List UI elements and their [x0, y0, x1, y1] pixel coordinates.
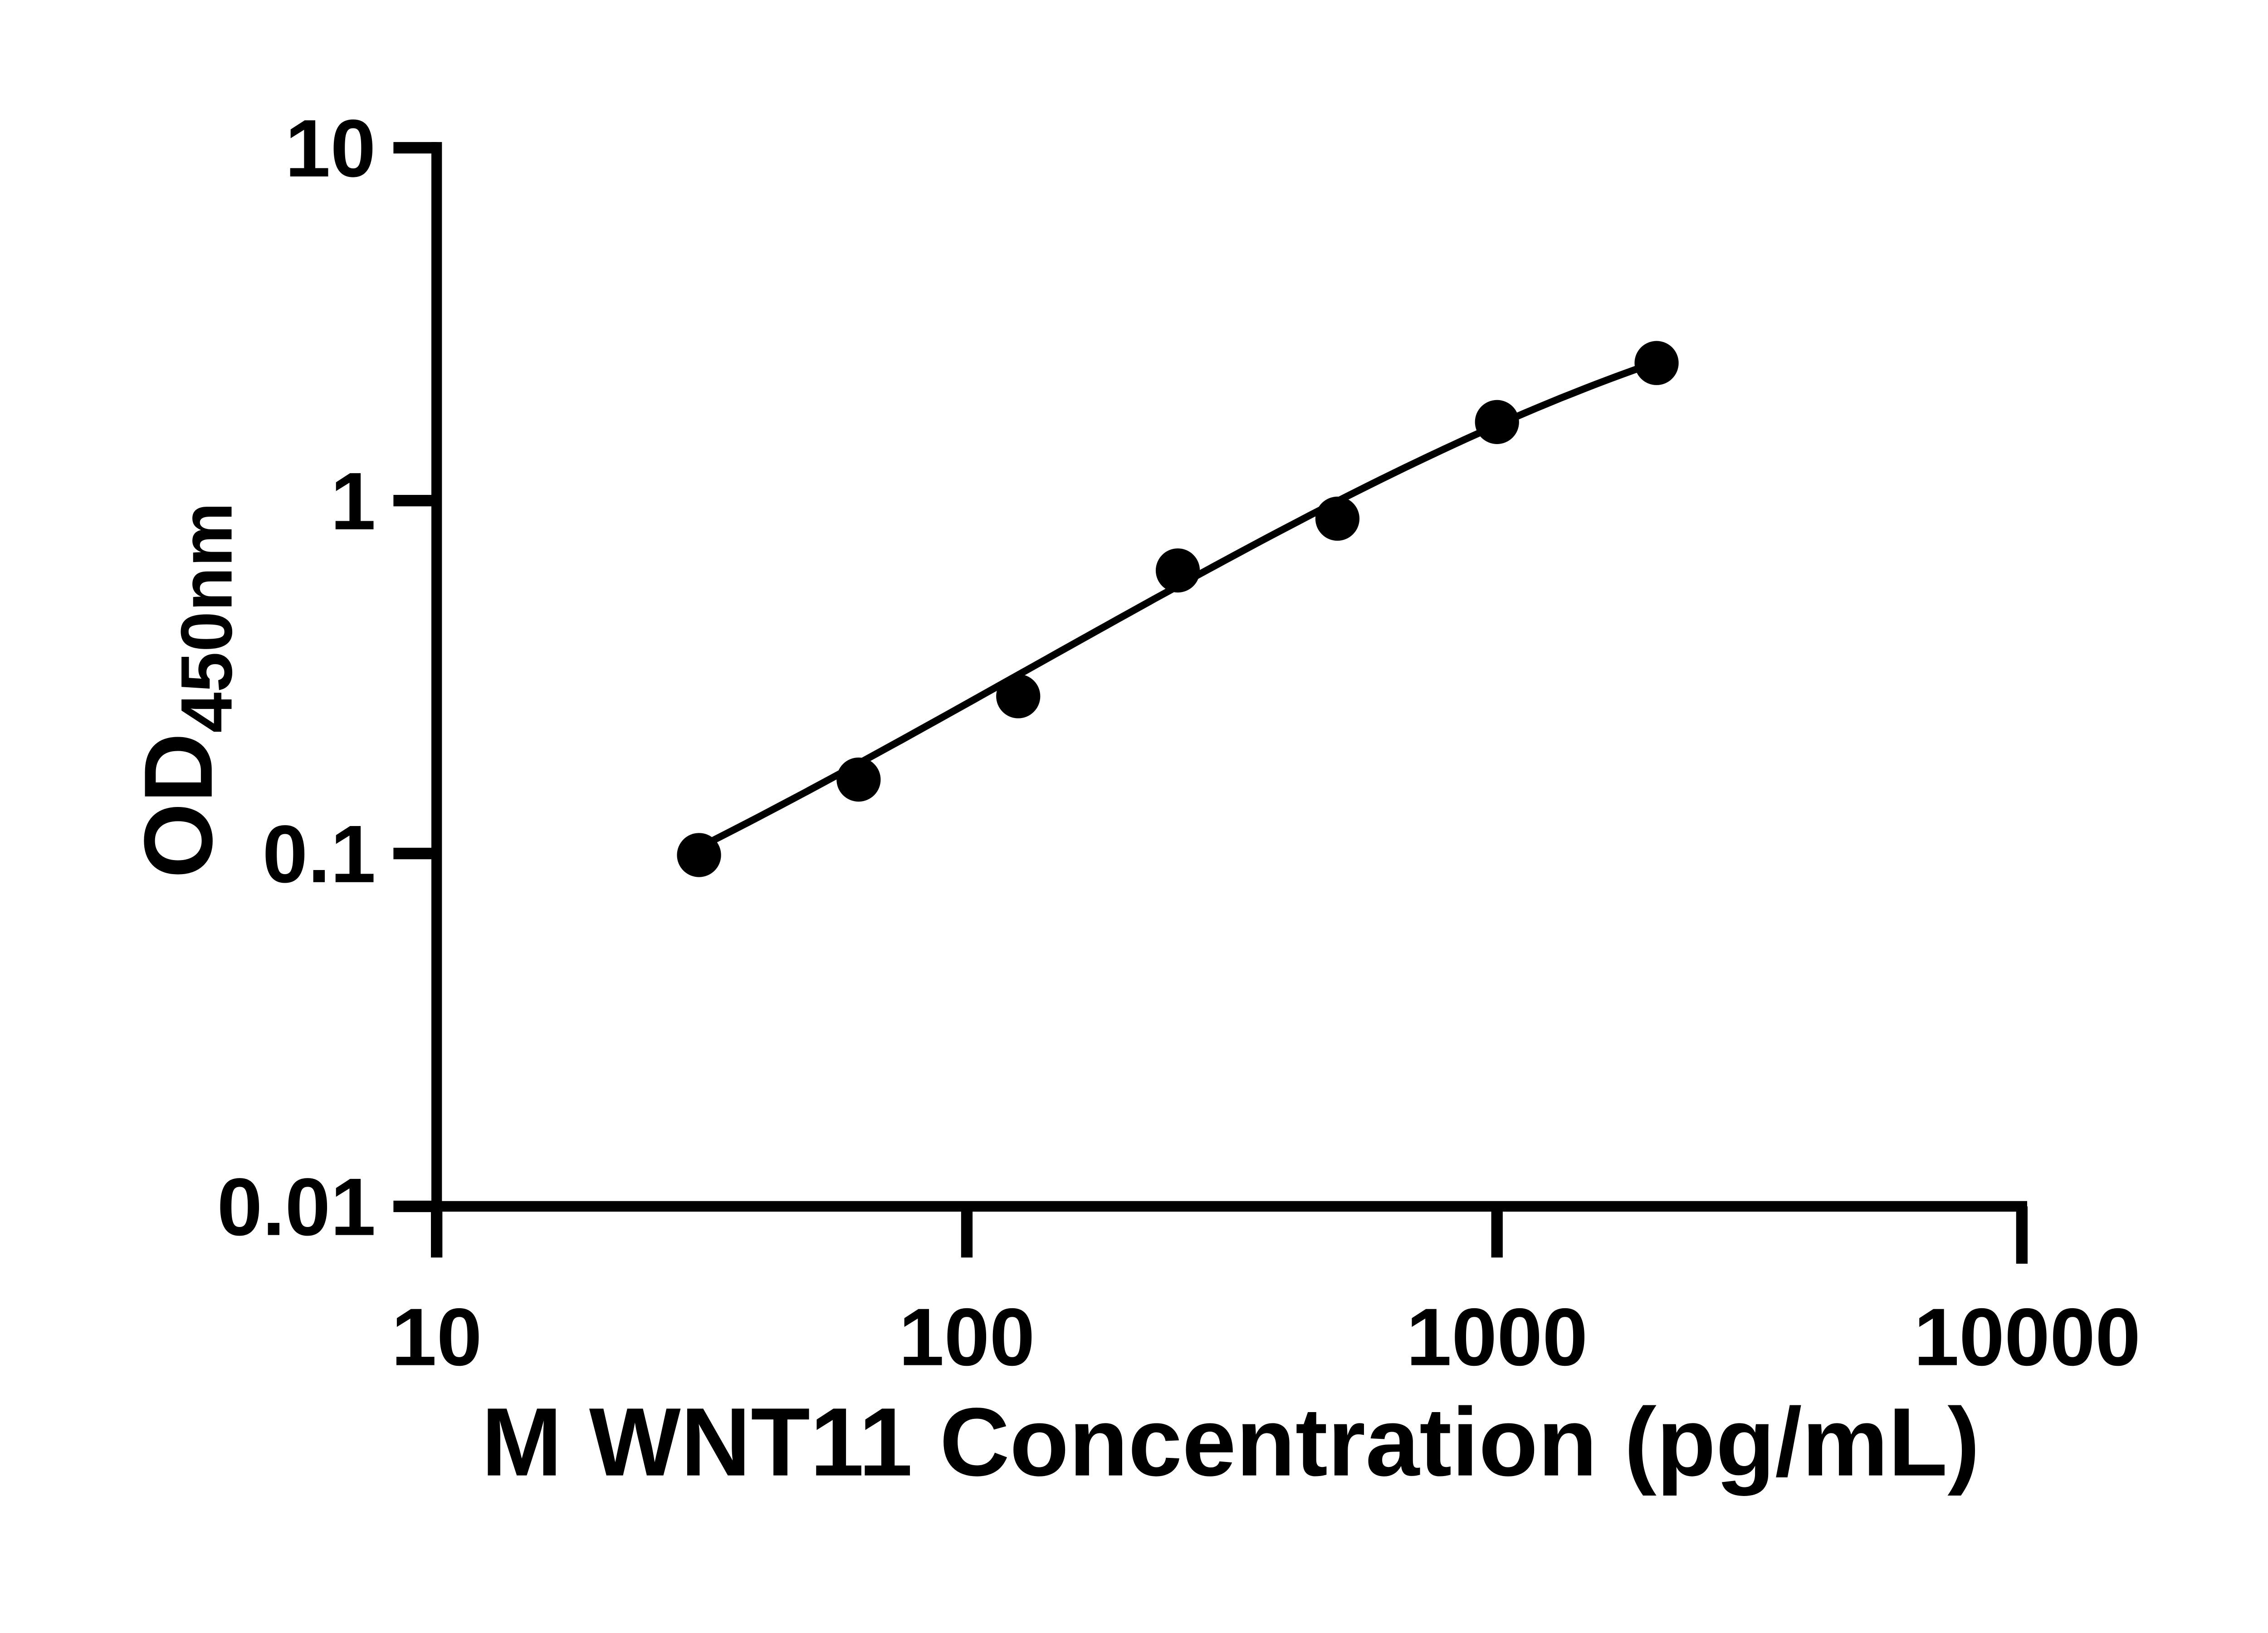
x-tick-label: 100: [899, 1292, 1035, 1383]
y-tick-label: 0.1: [262, 809, 376, 900]
data-point: [1155, 548, 1200, 593]
data-point: [1475, 400, 1519, 444]
y-axis-title-subscript: 450nm: [166, 502, 247, 733]
data-point: [1315, 496, 1360, 541]
data-point: [677, 833, 721, 877]
x-axis-title: M WNT11 Concentration (pg/mL): [481, 1388, 1980, 1496]
y-tick-label: 1: [330, 456, 376, 547]
x-tick-label: 1000: [1406, 1292, 1588, 1383]
data-point: [836, 757, 881, 802]
data-point: [996, 674, 1041, 719]
y-tick-label: 10: [285, 103, 376, 194]
elisa-standard-curve-figure: 10 1 0.1 0.01 10 100 1000 10000 M WNT11 Concentr…: [124, 103, 2141, 1496]
data-point: [1634, 341, 1679, 385]
x-tick-label: 10000: [1914, 1292, 2141, 1383]
x-tick-label: 10: [391, 1292, 482, 1383]
y-axis-title-main: OD: [124, 733, 233, 879]
y-tick-label: 0.01: [217, 1162, 376, 1253]
y-axis-title: OD450nm: [124, 502, 247, 878]
